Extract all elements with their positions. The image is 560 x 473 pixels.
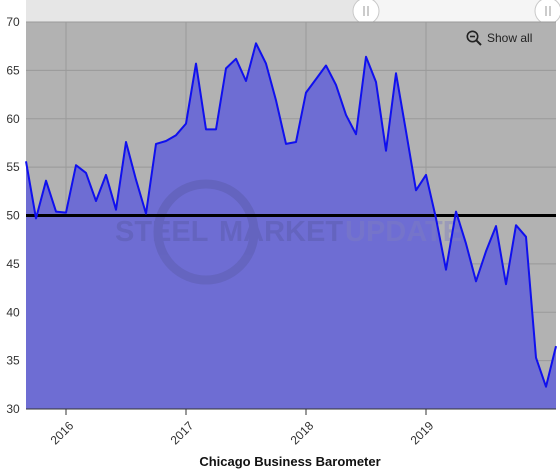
x-tick-label: 2017 — [168, 418, 197, 447]
y-tick-label: 65 — [6, 63, 20, 77]
x-tick-label: 2016 — [48, 418, 77, 447]
x-tick-label: 2019 — [408, 418, 437, 447]
chart-title: Chicago Business Barometer — [199, 454, 381, 469]
x-axis-ticks: 2016 2017 2018 2019 — [48, 409, 437, 447]
y-axis-ticks: 30 35 40 45 50 55 60 65 70 — [6, 15, 20, 416]
watermark-logo-ring — [153, 179, 259, 285]
show-all-button[interactable]: Show all — [466, 28, 532, 48]
watermark-word-market: MARKET — [219, 216, 343, 248]
y-tick-label: 70 — [6, 15, 20, 29]
watermark: STEEL MARKET UPDATE — [115, 179, 462, 285]
watermark-word-steel: STEEL — [115, 216, 208, 248]
show-all-label: Show all — [487, 31, 533, 45]
y-tick-label: 60 — [6, 112, 20, 126]
x-tick-label: 2018 — [288, 418, 317, 447]
navigator-handle-left[interactable] — [352, 0, 380, 25]
watermark-word-update: UPDATE — [345, 216, 462, 248]
y-tick-label: 35 — [6, 354, 20, 368]
y-tick-label: 40 — [6, 305, 20, 319]
navigator-handle-right[interactable] — [534, 0, 560, 25]
navigator-selection[interactable] — [366, 0, 548, 22]
y-tick-label: 50 — [6, 209, 20, 223]
series-area — [26, 43, 556, 410]
series-line — [25, 42, 557, 388]
zoom-out-icon — [466, 30, 482, 46]
y-tick-label: 30 — [6, 402, 20, 416]
navigator[interactable] — [26, 0, 560, 25]
y-tick-label: 45 — [6, 257, 20, 271]
y-tick-label: 55 — [6, 160, 20, 174]
